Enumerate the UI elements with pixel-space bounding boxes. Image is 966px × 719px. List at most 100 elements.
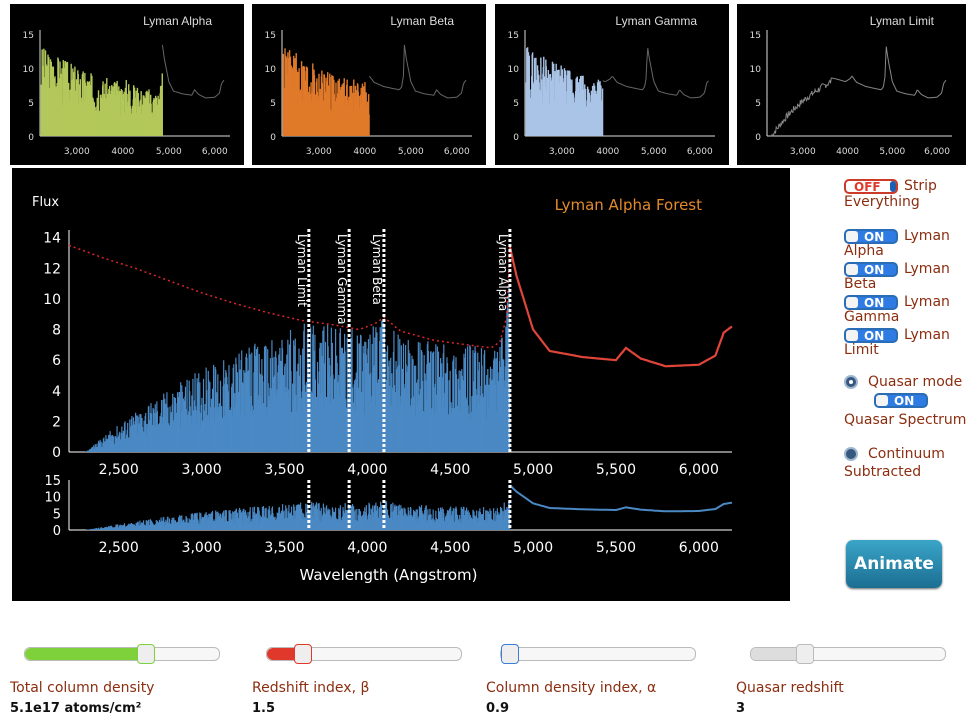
mini-xtick: 6,000: [924, 147, 950, 157]
mini-continuum-line: [771, 46, 947, 137]
lower-continuum-line: [509, 484, 733, 513]
slider-fill: [751, 648, 805, 660]
mini-ytick: 15: [265, 31, 276, 41]
quasar-mode-radio-row[interactable]: Quasar mode: [844, 374, 966, 390]
lower-ytick: 10: [44, 491, 61, 506]
mini-ytick: 0: [270, 133, 276, 143]
mini-ytick: 10: [750, 65, 762, 75]
main-xtick: 3,500: [264, 462, 304, 478]
mini-continuum-line: [369, 44, 467, 99]
main-ytick: 6: [52, 353, 61, 369]
lyman-toggle-row[interactable]: ON Lyman: [844, 294, 966, 310]
mini-xtick: 5,000: [641, 147, 667, 157]
lower-xtick: 5,500: [596, 540, 636, 556]
strip-everything-toggle-row[interactable]: OFF Strip: [844, 178, 966, 194]
slider-thumb[interactable]: [501, 644, 519, 664]
slider-thumb[interactable]: [137, 644, 156, 664]
continuum-radio-row[interactable]: Continuum: [844, 446, 966, 462]
main-xtick: 4,000: [347, 462, 387, 478]
toggle-knob: [846, 297, 858, 308]
control-sidebar: OFF Strip Everything ON Lyman Alpha ON Lyman…: [844, 178, 966, 480]
lyman-toggle-label: Lyman: [904, 327, 950, 343]
slider-thumb[interactable]: [293, 644, 312, 664]
main-ytick: 14: [43, 231, 61, 247]
mini-continuum-line: [602, 48, 709, 99]
main-xtick: 5,500: [596, 462, 636, 478]
strip-everything-toggle[interactable]: OFF: [844, 179, 898, 194]
lyman-toggle[interactable]: ON: [844, 262, 898, 277]
mini-xtick: 6,000: [202, 147, 228, 157]
quasar-spectrum-toggle[interactable]: ON: [874, 393, 928, 408]
mini-panel-lyman-beta: Lyman Beta 15 10 5 0 3,000 4000 5,000 6,000: [252, 4, 486, 165]
main-ytick: 8: [52, 323, 61, 339]
slider-value: 3: [736, 701, 746, 716]
lyman-toggle[interactable]: ON: [844, 328, 898, 343]
main-ytick: 12: [43, 261, 61, 277]
mini-title: Lyman Limit: [870, 14, 935, 28]
slider-track[interactable]: [750, 644, 946, 664]
lower-xtick: 4,500: [430, 540, 470, 556]
mini-title: Lyman Beta: [390, 14, 454, 28]
mini-xtick: 4000: [836, 147, 859, 157]
main-ytick: 2: [52, 414, 61, 430]
lyman-toggle-label-2: Limit: [844, 342, 879, 358]
mini-xtick: 3,000: [64, 147, 90, 157]
mini-ytick: 5: [755, 99, 761, 109]
main-xtick: 5,000: [513, 462, 553, 478]
lyman-toggle[interactable]: ON: [844, 295, 898, 310]
lower-xtick: 3,000: [182, 540, 222, 556]
lower-xtick: 6,000: [679, 540, 719, 556]
lower-ytick: 15: [44, 474, 61, 489]
quasar-spectrum-label: Quasar Spectrum: [844, 412, 966, 428]
lower-xtick: 5,000: [513, 540, 553, 556]
mini-ytick: 15: [750, 31, 761, 41]
mini-ytick: 15: [508, 31, 519, 41]
continuum-radio[interactable]: [844, 447, 858, 461]
lyman-toggle-row[interactable]: ON Lyman: [844, 261, 966, 277]
mini-ytick: 0: [755, 133, 761, 143]
slider-value: 1.5: [252, 701, 276, 716]
toggle-knob: [876, 395, 888, 406]
toggle-knob: [890, 181, 896, 192]
slider-track[interactable]: [24, 644, 220, 664]
lyman-toggle[interactable]: ON: [844, 229, 898, 244]
main-ylabel: Flux: [32, 195, 59, 210]
lower-xtick: 2,500: [99, 540, 139, 556]
animate-button[interactable]: Animate: [846, 540, 942, 588]
main-xtick: 3,000: [182, 462, 222, 478]
mini-panel-lyman-limit: Lyman Limit 15 10 5 0 3,000 4000 5,000 6,000: [737, 4, 966, 165]
toggle-state: ON: [864, 329, 885, 343]
toggle-state: ON: [864, 296, 885, 310]
continuum-label: Continuum: [868, 446, 945, 462]
lyman-toggle-row[interactable]: ON Lyman: [844, 228, 966, 244]
lyman-toggle-label: Lyman: [904, 294, 950, 310]
slider-track[interactable]: [266, 644, 462, 664]
lyman-marker-label: Lyman Gamma: [335, 234, 349, 325]
mini-panel-lyman-gamma: Lyman Gamma 15 10 5 0 3,000 4000 5,000 6,000: [495, 4, 729, 165]
lyman-marker-label: Lyman Limit: [295, 234, 309, 307]
mini-xtick: 6,000: [687, 147, 713, 157]
lyman-toggle-row[interactable]: ON Lyman: [844, 327, 966, 343]
mini-xtick: 3,000: [306, 147, 332, 157]
quasar-mode-radio[interactable]: [844, 375, 858, 389]
main-ytick: 0: [52, 445, 61, 461]
slider-thumb[interactable]: [795, 644, 814, 664]
continuum-line: [508, 246, 733, 368]
mini-ytick: 5: [513, 99, 519, 109]
strip-label: Strip: [904, 178, 937, 194]
lower-xtick: 3,500: [264, 540, 304, 556]
mini-xtick: 6,000: [444, 147, 470, 157]
lyman-toggle-label-2: Alpha: [844, 243, 884, 259]
continuum-dotted-line: [68, 244, 511, 349]
main-xtick: 6,000: [679, 462, 719, 478]
slider-track[interactable]: [500, 644, 696, 664]
lower-ytick: 5: [53, 507, 61, 522]
mini-xtick: 4000: [596, 147, 619, 157]
main-xlabel: Wavelength (Angstrom): [299, 566, 477, 584]
mini-ytick: 0: [28, 133, 34, 143]
toggle-state: OFF: [854, 180, 881, 194]
mini-ytick: 15: [23, 31, 34, 41]
mini-panel-lyman-alpha: Lyman Alpha 15 10 5 0 3,000 4000 5,000 6,000: [10, 4, 244, 165]
toggle-knob: [846, 231, 858, 242]
lyman-toggle-label-2: Beta: [844, 276, 877, 292]
